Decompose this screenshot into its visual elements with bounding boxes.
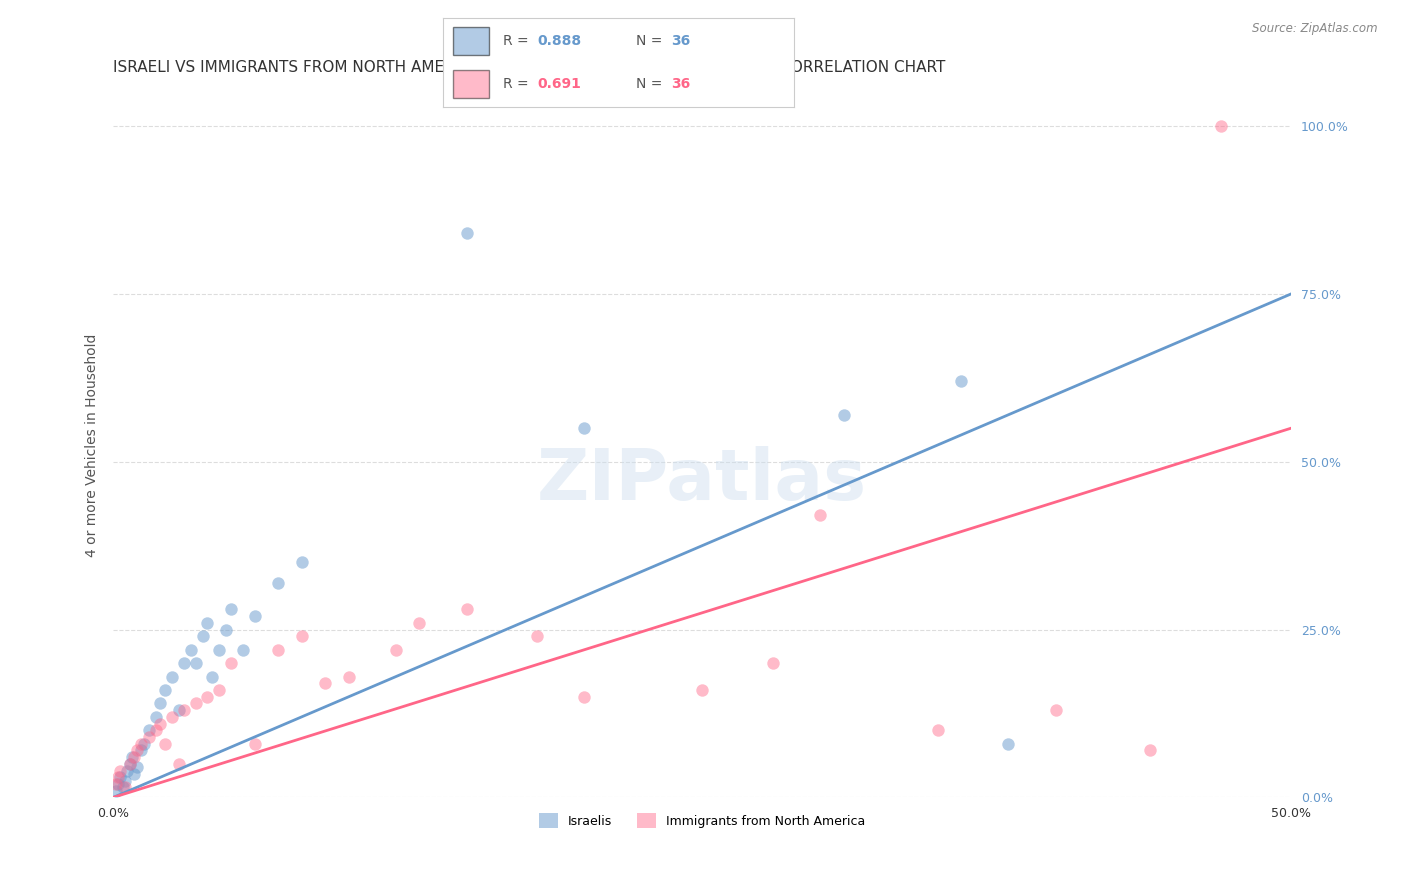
Point <box>153 737 176 751</box>
Point <box>114 773 136 788</box>
Point <box>110 770 132 784</box>
Point <box>197 690 219 704</box>
Point <box>219 602 242 616</box>
Point <box>111 780 134 795</box>
Point <box>167 756 190 771</box>
Point <box>173 656 195 670</box>
Point <box>243 609 266 624</box>
Point <box>201 669 224 683</box>
Text: R =: R = <box>503 77 533 91</box>
FancyBboxPatch shape <box>453 27 489 55</box>
Point <box>107 770 129 784</box>
Point <box>149 697 172 711</box>
Point <box>160 710 183 724</box>
Point <box>145 723 167 738</box>
Point <box>997 737 1019 751</box>
Point <box>456 602 478 616</box>
Point <box>808 508 831 523</box>
Point <box>149 716 172 731</box>
Point <box>124 767 146 781</box>
Point <box>131 743 153 757</box>
Point <box>131 737 153 751</box>
Point <box>208 683 231 698</box>
Point <box>117 764 139 778</box>
Point <box>526 629 548 643</box>
Text: ZIPatlas: ZIPatlas <box>537 446 868 515</box>
Point <box>104 777 127 791</box>
Text: 36: 36 <box>671 34 690 48</box>
Point <box>215 623 238 637</box>
Y-axis label: 4 or more Vehicles in Household: 4 or more Vehicles in Household <box>86 334 100 557</box>
Point <box>110 764 132 778</box>
Point <box>208 642 231 657</box>
Point <box>456 227 478 241</box>
Point <box>291 556 314 570</box>
Point <box>267 575 290 590</box>
Text: 0.691: 0.691 <box>537 77 582 91</box>
Point <box>1139 743 1161 757</box>
Point <box>114 780 136 795</box>
Point <box>762 656 785 670</box>
Point <box>184 656 207 670</box>
Point <box>950 374 973 388</box>
Point <box>107 777 129 791</box>
Point <box>574 421 596 435</box>
Point <box>832 408 855 422</box>
Point <box>191 629 214 643</box>
Point <box>291 629 314 643</box>
FancyBboxPatch shape <box>453 70 489 98</box>
Point <box>197 615 219 630</box>
Point <box>180 642 202 657</box>
Text: N =: N = <box>636 77 666 91</box>
Point <box>138 730 160 744</box>
Text: R =: R = <box>503 34 533 48</box>
Point <box>184 697 207 711</box>
Text: 36: 36 <box>671 77 690 91</box>
Text: ISRAELI VS IMMIGRANTS FROM NORTH AMERICA 4 OR MORE VEHICLES IN HOUSEHOLD CORRELA: ISRAELI VS IMMIGRANTS FROM NORTH AMERICA… <box>114 60 946 75</box>
Point <box>219 656 242 670</box>
Point <box>160 669 183 683</box>
Point <box>337 669 360 683</box>
Point <box>167 703 190 717</box>
Point <box>118 756 141 771</box>
Point <box>385 642 408 657</box>
Point <box>124 750 146 764</box>
Point <box>243 737 266 751</box>
Text: N =: N = <box>636 34 666 48</box>
Point <box>118 756 141 771</box>
Point <box>927 723 949 738</box>
Point <box>267 642 290 657</box>
Point <box>104 783 127 797</box>
Point <box>173 703 195 717</box>
Point <box>125 760 148 774</box>
Point <box>1045 703 1067 717</box>
Point <box>574 690 596 704</box>
Point <box>314 676 336 690</box>
Text: 0.888: 0.888 <box>537 34 582 48</box>
Point <box>153 683 176 698</box>
Point <box>408 615 430 630</box>
Point <box>145 710 167 724</box>
Point <box>690 683 713 698</box>
Point <box>125 743 148 757</box>
Text: Source: ZipAtlas.com: Source: ZipAtlas.com <box>1253 22 1378 36</box>
Point <box>121 750 143 764</box>
Point <box>138 723 160 738</box>
Point <box>232 642 254 657</box>
Legend: Israelis, Immigrants from North America: Israelis, Immigrants from North America <box>534 808 870 833</box>
Point <box>1209 119 1232 133</box>
Point <box>132 737 155 751</box>
